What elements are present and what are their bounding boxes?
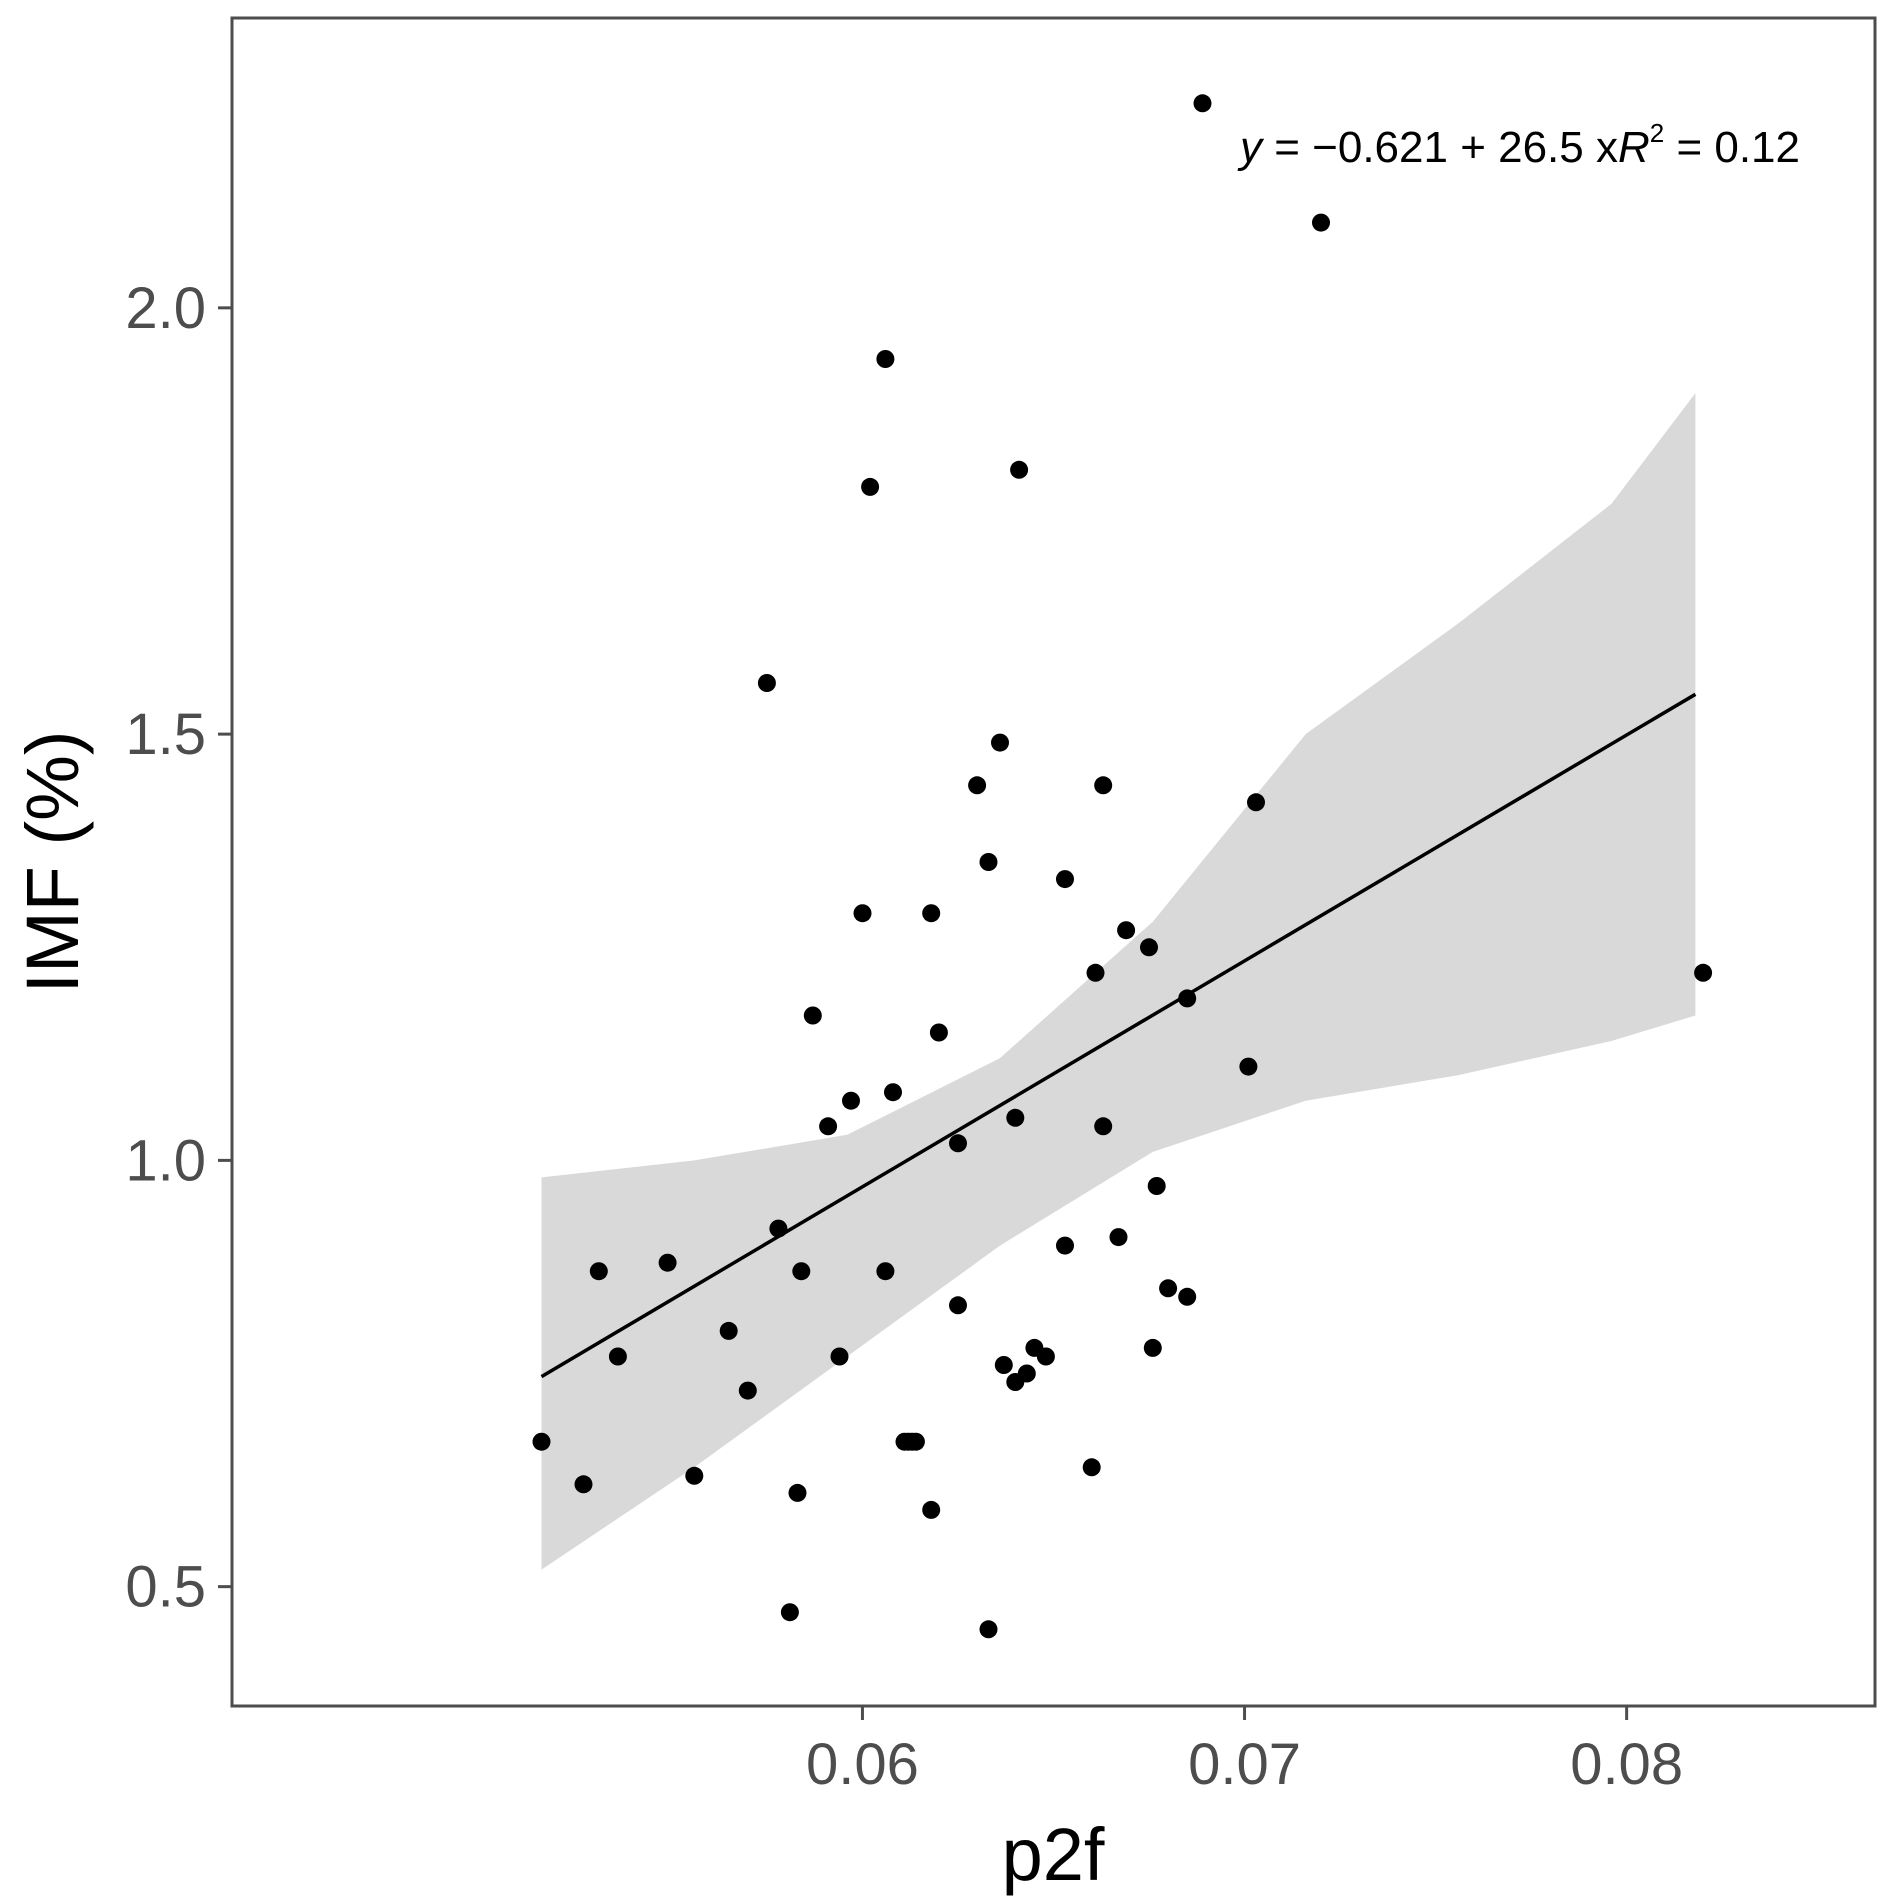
equation-y-symbol: y [1237,123,1265,172]
equation-r-superscript: 2 [1650,118,1664,148]
data-point [1082,1458,1101,1477]
data-point [1147,1177,1166,1195]
x-axis-title: p2f [1002,1813,1105,1896]
data-point [1178,989,1197,1008]
equation-r-symbol: R [1618,123,1650,172]
data-point [1117,921,1136,940]
data-point [1036,1347,1055,1366]
data-point [949,1296,967,1315]
x-tick-label: 0.06 [806,1732,919,1797]
data-point [1094,776,1113,795]
equation-body: = −0.621 + 26.5 x [1262,123,1618,172]
data-point [1109,1228,1128,1247]
data-point [532,1432,551,1451]
confidence-band-layer [541,393,1696,1570]
data-point [968,776,987,795]
data-point [1159,1279,1178,1298]
data-point [780,1603,799,1622]
data-point [1694,963,1713,982]
data-point [719,1321,738,1340]
plot-panel-border [230,16,1877,1708]
regression-line [540,692,1697,1379]
equation-r-value: = 0.12 [1664,123,1800,172]
data-point [853,904,872,923]
data-point [1143,1338,1162,1357]
data-point [803,1006,822,1025]
data-point [830,1347,849,1366]
data-point [842,1091,860,1110]
data-point [906,1432,925,1451]
data-point [884,1083,902,1102]
data-point [929,1023,948,1042]
fit-line-layer [540,692,1697,1379]
data-point [658,1253,677,1272]
data-point [1017,1364,1036,1383]
data-point [1193,94,1212,113]
regression-equation: y = −0.621 + 26.5 xR2 = 0.12 [1237,118,1800,172]
data-point [792,1262,811,1281]
data-point [1247,793,1265,812]
y-tick-label: 1.0 [125,1128,206,1193]
data-point [861,477,880,496]
data-point [1312,213,1330,232]
data-point [876,350,895,368]
data-point [1140,938,1158,957]
data-point [876,1262,895,1281]
data-point [1010,460,1029,479]
data-point [1006,1108,1025,1127]
y-tick-label: 2.0 [125,276,206,341]
data-point [685,1466,704,1485]
data-point [819,1117,838,1136]
confidence-band [541,393,1696,1570]
x-tick-label: 0.08 [1570,1732,1683,1797]
y-tick-label: 1.5 [125,702,206,767]
data-point [608,1347,627,1366]
x-axis-ticks: 0.06 0.07 0.08 [806,1706,1683,1797]
data-point [788,1483,807,1502]
data-point [994,1356,1013,1374]
data-point [769,1219,788,1238]
data-point [757,674,776,692]
y-axis-ticks: 0.5 1.0 1.5 2.0 [125,276,232,1620]
data-point [589,1262,608,1281]
data-point [1086,963,1105,982]
y-tick-label: 0.5 [125,1555,206,1620]
data-point [1056,870,1074,889]
data-point [574,1475,593,1494]
data-point [922,1500,941,1519]
data-point [738,1381,757,1400]
data-point [991,733,1009,752]
data-point [949,1134,967,1153]
data-point [979,853,998,871]
data-point [1239,1057,1258,1076]
data-point [922,904,941,923]
data-point [1178,1287,1197,1306]
x-tick-label: 0.07 [1188,1732,1301,1797]
points-layer [532,94,1713,1639]
data-point [1094,1117,1113,1136]
y-axis-title: IMF (%) [11,730,94,993]
data-point [979,1620,998,1639]
data-point [1056,1236,1074,1255]
